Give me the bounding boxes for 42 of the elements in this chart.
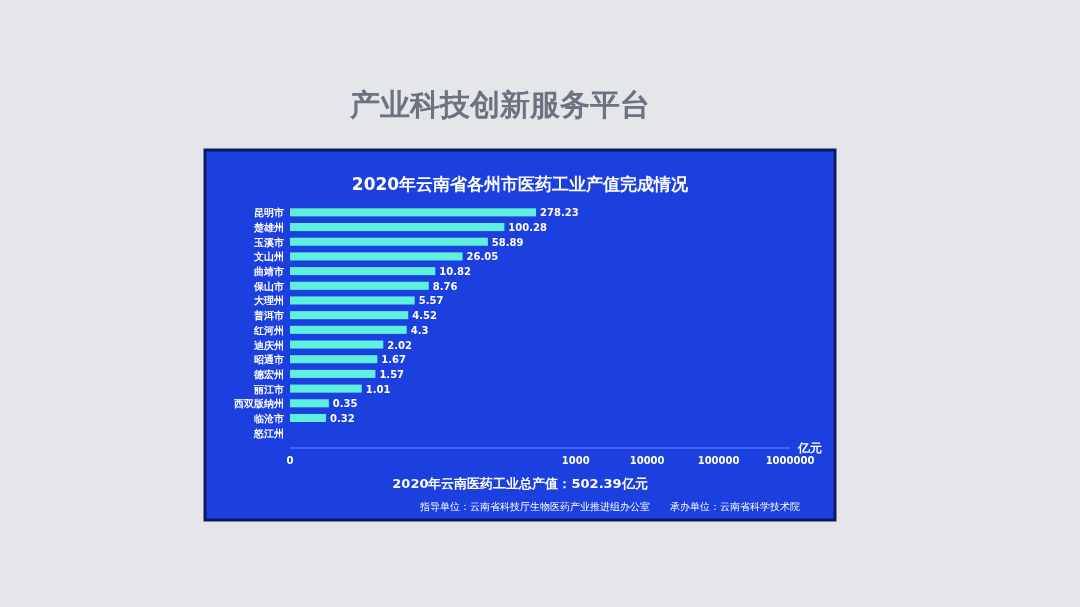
data-label: 58.89 bbox=[491, 236, 524, 248]
data-label: 8.76 bbox=[432, 280, 458, 292]
y-tick-label: 楚雄州 bbox=[253, 222, 284, 234]
data-label: 278.23 bbox=[540, 207, 579, 219]
data-label: 10.82 bbox=[439, 266, 471, 278]
y-tick-label: 普洱市 bbox=[253, 310, 284, 322]
x-tick-label: 10000 bbox=[629, 455, 665, 466]
y-tick-label: 大理州 bbox=[253, 295, 284, 307]
x-tick-label: 1000 bbox=[561, 455, 590, 466]
x-tick-label: 0 bbox=[286, 455, 294, 466]
data-label: 4.52 bbox=[412, 310, 437, 322]
data-label: 5.57 bbox=[418, 295, 444, 307]
y-tick-label: 德宏州 bbox=[253, 368, 284, 380]
data-label: 100.28 bbox=[508, 222, 547, 234]
y-tick-label: 保山市 bbox=[253, 280, 284, 292]
y-tick-label: 丽江市 bbox=[253, 383, 284, 395]
y-tick-label: 文山州 bbox=[253, 251, 284, 263]
y-tick-label: 昆明市 bbox=[254, 207, 284, 219]
data-label: 26.05 bbox=[466, 251, 499, 263]
data-label: 0.32 bbox=[330, 412, 355, 424]
text: 指导单位：云南省科技厅生物医药产业推进组办公室 bbox=[419, 501, 650, 512]
text: 产业科技创新服务平台 bbox=[349, 87, 650, 122]
text: 2020年云南医药工业总产值：502.39亿元 bbox=[392, 476, 648, 491]
x-tick-label: 100000 bbox=[697, 455, 740, 466]
data-label: 2.02 bbox=[387, 339, 412, 351]
y-tick-label: 临沧市 bbox=[254, 412, 284, 424]
data-label: 1.01 bbox=[365, 383, 391, 395]
data-label: 1.67 bbox=[381, 354, 407, 366]
text: 承办单位：云南省科学技术院 bbox=[670, 501, 800, 512]
data-label: 1.57 bbox=[379, 368, 405, 380]
y-tick-label: 怒江州 bbox=[253, 427, 284, 439]
y-tick-label: 西双版纳州 bbox=[233, 398, 284, 410]
chart-title: 2020年云南省各州市医药工业产值完成情况 bbox=[351, 174, 690, 194]
y-tick-label: 昭通市 bbox=[254, 354, 284, 366]
y-tick-label: 红河州 bbox=[253, 324, 284, 336]
y-tick-label: 玉溪市 bbox=[253, 236, 284, 248]
data-label: 0.35 bbox=[332, 398, 358, 410]
x-axis-title: 亿元 bbox=[797, 441, 822, 455]
y-tick-label: 曲靖市 bbox=[254, 266, 284, 278]
data-label: 4.3 bbox=[410, 324, 429, 336]
y-tick-label: 迪庆州 bbox=[253, 339, 284, 351]
x-tick-label: 1000000 bbox=[765, 455, 815, 466]
